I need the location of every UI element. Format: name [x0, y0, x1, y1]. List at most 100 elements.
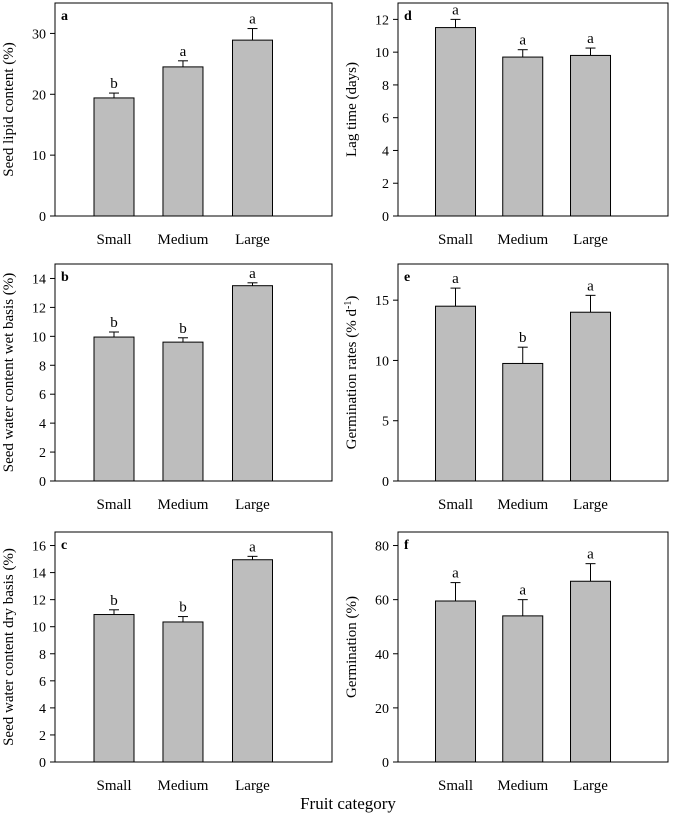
- y-tick-label-f-4: 80: [375, 540, 389, 555]
- chart-panel-c: 0 2 4 6 8 10 12 14 16 Seed water content dry basi…: [1, 531, 333, 794]
- category-label-a-small: Small: [96, 232, 131, 248]
- category-label-d-medium: Medium: [497, 232, 548, 248]
- bar-f-medium: [502, 615, 544, 763]
- y-tick-label-e-0: 0: [382, 475, 389, 490]
- y-tick-label-f-0: 0: [382, 756, 389, 771]
- category-label-e-large: Large: [573, 497, 608, 513]
- category-label-a-medium: Medium: [158, 232, 209, 248]
- bar-c-small: [93, 614, 135, 763]
- y-tick-label-f-3: 60: [375, 594, 389, 609]
- y-tick-label-b-7: 14: [32, 272, 46, 287]
- y-axis-title-f: Germination (%): [344, 596, 360, 698]
- y-tick-label-d-4: 8: [382, 79, 389, 94]
- significance-label-f-large: a: [587, 547, 594, 563]
- significance-label-c-large: a: [249, 539, 256, 555]
- category-label-c-small: Small: [96, 778, 131, 794]
- category-label-b-medium: Medium: [158, 497, 209, 513]
- chart-panel-b: 0 2 4 6 8 10 12 14 Seed water content wet basis …: [1, 263, 333, 513]
- bar-e-large: [570, 311, 612, 482]
- y-tick-label-b-3: 6: [39, 388, 46, 403]
- significance-label-b-large: a: [249, 266, 256, 282]
- category-label-b-large: Large: [235, 497, 270, 513]
- category-label-c-large: Large: [235, 778, 270, 794]
- y-tick-label-c-8: 16: [32, 540, 46, 555]
- category-label-c-medium: Medium: [158, 778, 209, 794]
- panel-letter-e: e: [404, 270, 410, 285]
- panel-letter-a: a: [61, 9, 68, 24]
- y-tick-label-c-5: 10: [32, 621, 46, 636]
- y-tick-label-e-1: 5: [382, 415, 389, 430]
- significance-label-d-medium: a: [519, 33, 526, 49]
- category-label-f-large: Large: [573, 778, 608, 794]
- y-tick-label-c-4: 8: [39, 648, 46, 663]
- y-tick-label-d-6: 12: [375, 13, 389, 28]
- y-tick-label-f-1: 20: [375, 702, 389, 717]
- significance-label-e-large: a: [587, 278, 594, 294]
- y-tick-label-b-6: 12: [32, 301, 46, 316]
- significance-label-d-small: a: [452, 2, 459, 18]
- y-axis-title-a: Seed lipid content (%): [1, 42, 17, 177]
- category-label-f-medium: Medium: [497, 778, 548, 794]
- y-tick-label-d-0: 0: [382, 210, 389, 225]
- y-axis-title-c: Seed water content dry basis (%): [1, 548, 17, 746]
- significance-label-a-small: b: [110, 76, 118, 92]
- y-tick-label-d-1: 2: [382, 177, 389, 192]
- significance-label-a-medium: a: [180, 44, 187, 60]
- y-tick-label-b-2: 4: [39, 417, 46, 432]
- y-tick-label-a-0: 0: [39, 210, 46, 225]
- y-tick-label-f-2: 40: [375, 648, 389, 663]
- bar-a-large: [232, 39, 274, 217]
- y-tick-label-a-3: 30: [32, 27, 46, 42]
- figure-x-axis-label: Fruit category: [300, 794, 396, 813]
- chart-panel-e: 0 5 10 15 Germination rates (% d-1) e a Small b M…: [343, 263, 669, 513]
- y-tick-label-b-0: 0: [39, 475, 46, 490]
- category-label-d-large: Large: [573, 232, 608, 248]
- panel-letter-b: b: [61, 270, 69, 285]
- y-tick-label-c-2: 4: [39, 702, 46, 717]
- y-tick-label-a-2: 20: [32, 88, 46, 103]
- bar-b-medium: [162, 341, 204, 482]
- bar-d-small: [435, 27, 477, 217]
- y-tick-label-c-1: 2: [39, 729, 46, 744]
- category-label-d-small: Small: [438, 232, 473, 248]
- bar-c-large: [232, 559, 274, 763]
- y-axis-title-e: Germination rates (% d-1): [343, 296, 361, 450]
- y-tick-label-d-2: 4: [382, 144, 389, 159]
- y-axis-title-d: Lag time (days): [344, 62, 360, 157]
- significance-label-b-small: b: [110, 315, 118, 331]
- category-label-b-small: Small: [96, 497, 131, 513]
- y-tick-label-c-3: 6: [39, 675, 46, 690]
- y-tick-label-a-1: 10: [32, 149, 46, 164]
- y-tick-label-b-5: 10: [32, 330, 46, 345]
- bar-f-large: [570, 580, 612, 763]
- significance-label-c-small: b: [110, 593, 118, 609]
- significance-label-a-large: a: [249, 12, 256, 28]
- bar-b-small: [93, 336, 135, 482]
- category-label-e-medium: Medium: [497, 497, 548, 513]
- bar-d-medium: [502, 56, 544, 217]
- category-label-e-small: Small: [438, 497, 473, 513]
- bar-e-small: [435, 305, 477, 482]
- panel-letter-f: f: [404, 538, 409, 553]
- y-tick-label-d-3: 6: [382, 112, 389, 127]
- bar-a-small: [93, 97, 135, 217]
- bar-d-large: [570, 54, 612, 217]
- bar-c-medium: [162, 621, 204, 763]
- significance-label-e-small: a: [452, 271, 459, 287]
- y-axis-title-b: Seed water content wet basis (%): [1, 273, 17, 473]
- significance-label-b-medium: b: [179, 321, 187, 337]
- y-tick-label-d-5: 10: [375, 46, 389, 61]
- significance-label-d-large: a: [587, 31, 594, 47]
- y-tick-label-e-3: 15: [375, 294, 389, 309]
- y-tick-label-e-2: 10: [375, 354, 389, 369]
- bar-f-small: [435, 600, 477, 763]
- chart-panel-a: 0 10 20 30 Seed lipid content (%) a b Small a Med…: [1, 2, 333, 248]
- significance-label-c-medium: b: [179, 600, 187, 616]
- category-label-f-small: Small: [438, 778, 473, 794]
- y-tick-label-b-4: 8: [39, 359, 46, 374]
- chart-panel-d: 0 2 4 6 8 10 12 Lag time (days) d a Small a Medium a L…: [344, 2, 669, 248]
- y-tick-label-c-6: 12: [32, 594, 46, 609]
- category-label-a-large: Large: [235, 232, 270, 248]
- panel-letter-d: d: [404, 9, 412, 24]
